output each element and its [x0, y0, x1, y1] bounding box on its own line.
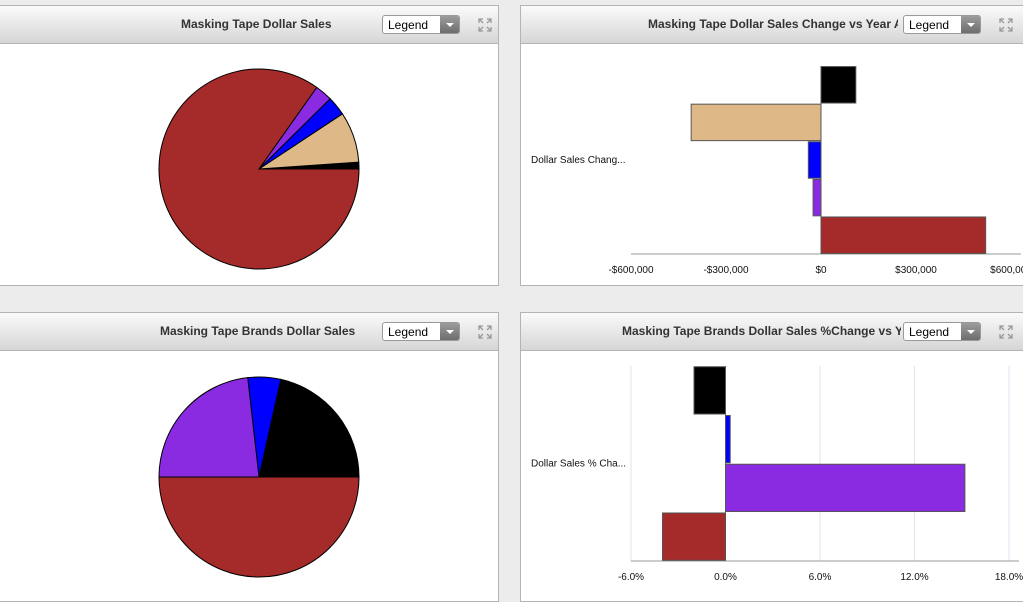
panel-brands-dollar-sales: Masking Tape Brands Dollar Sales Legend	[0, 312, 499, 602]
pie-chart	[158, 376, 360, 578]
x-tick-label: 6.0%	[809, 572, 832, 583]
bar[interactable]	[690, 103, 822, 142]
panel-header: Masking Tape Brands Dollar Sales %Change…	[521, 313, 1023, 351]
legend-dropdown-label: Legend	[909, 18, 950, 32]
bar[interactable]	[725, 414, 731, 464]
legend-dropdown-label: Legend	[388, 325, 429, 339]
panel-header: Masking Tape Brands Dollar Sales Legend	[0, 313, 498, 351]
bar[interactable]	[820, 66, 857, 104]
legend-dropdown-label: Legend	[388, 18, 429, 32]
panel-header: Masking Tape Dollar Sales Legend	[0, 6, 498, 44]
chart-area: Dollar Sales % Cha... -6.0% 0.0% 6.0% 12.0% 1…	[521, 351, 1023, 601]
category-label: Dollar Sales % Cha...	[531, 459, 626, 470]
chevron-down-icon	[961, 323, 980, 340]
panel-title: Masking Tape Dollar Sales Change vs Year…	[648, 17, 898, 31]
chart-area: Dollar Sales Chang... -$600,000 -$300,000 $…	[521, 44, 1023, 285]
chart-area	[0, 351, 498, 601]
chevron-down-icon	[440, 323, 459, 340]
bar-chart: Dollar Sales Chang... -$600,000 -$300,000 $…	[531, 66, 1023, 276]
bar[interactable]	[662, 512, 726, 561]
x-tick-label: $300,000	[895, 265, 937, 276]
legend-dropdown[interactable]: Legend	[382, 15, 460, 34]
pie-chart	[158, 68, 360, 270]
panel-dollar-sales-change: Masking Tape Dollar Sales Change vs Year…	[520, 5, 1023, 286]
panel-brands-pct-change: Masking Tape Brands Dollar Sales %Change…	[520, 312, 1023, 602]
pie-slice[interactable]	[158, 68, 360, 270]
chart-area	[0, 44, 498, 285]
x-tick-label: 0.0%	[714, 572, 737, 583]
bar-chart: Dollar Sales % Cha... -6.0% 0.0% 6.0% 12.0% 1…	[531, 366, 1023, 583]
x-tick-label: 12.0%	[900, 572, 928, 583]
panel-header: Masking Tape Dollar Sales Change vs Year…	[521, 6, 1023, 44]
x-tick-label: $600,000	[990, 265, 1023, 276]
expand-icon[interactable]	[478, 325, 492, 339]
expand-icon[interactable]	[999, 18, 1013, 32]
x-tick-label: $0	[815, 265, 827, 276]
x-tick-label: -$300,000	[703, 265, 748, 276]
panel-title: Masking Tape Brands Dollar Sales %Change…	[622, 324, 901, 338]
legend-dropdown[interactable]: Legend	[382, 322, 460, 341]
bar[interactable]	[693, 366, 726, 415]
bar[interactable]	[820, 216, 987, 254]
pie-slice[interactable]	[158, 476, 360, 578]
bar[interactable]	[725, 463, 966, 513]
legend-dropdown-label: Legend	[909, 325, 950, 339]
legend-dropdown[interactable]: Legend	[903, 15, 981, 34]
pie-slice[interactable]	[158, 377, 260, 478]
panel-dollar-sales: Masking Tape Dollar Sales Legend	[0, 5, 499, 286]
chevron-down-icon	[961, 16, 980, 33]
panel-title: Masking Tape Brands Dollar Sales	[160, 324, 356, 338]
x-tick-label: -$600,000	[608, 265, 653, 276]
x-tick-label: 18.0%	[995, 572, 1023, 583]
category-label: Dollar Sales Chang...	[531, 155, 626, 166]
expand-icon[interactable]	[478, 18, 492, 32]
chevron-down-icon	[440, 16, 459, 33]
panel-title: Masking Tape Dollar Sales	[181, 17, 332, 31]
bar[interactable]	[812, 178, 822, 217]
pie-slice[interactable]	[258, 378, 360, 478]
expand-icon[interactable]	[999, 325, 1013, 339]
bar[interactable]	[807, 141, 822, 179]
legend-dropdown[interactable]: Legend	[903, 322, 981, 341]
x-tick-label: -6.0%	[618, 572, 644, 583]
